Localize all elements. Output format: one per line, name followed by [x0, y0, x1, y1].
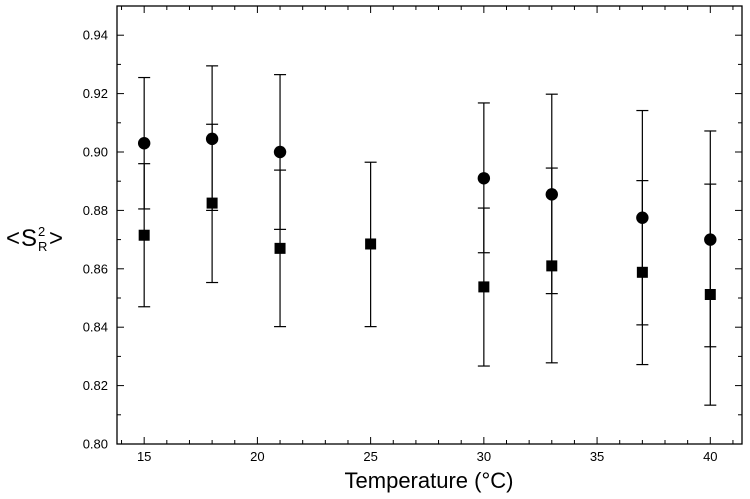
data-point-circle [137, 137, 151, 150]
y-axis-label-symbol: S [21, 225, 37, 252]
y-axis-label-subscript: R [38, 239, 47, 254]
x-axis-label: Temperature (°C) [345, 468, 514, 493]
y-axis-label-superscript: 2 [38, 224, 45, 239]
series-circle [137, 65, 717, 348]
x-tick-label: 15 [137, 449, 151, 464]
y-tick-label: 0.94 [83, 28, 108, 43]
data-point-square [365, 238, 377, 250]
y-axis-label-close: > [49, 225, 63, 252]
x-tick-label: 30 [477, 449, 491, 464]
y-tick-label: 0.86 [83, 261, 108, 276]
y-tick-label: 0.90 [83, 145, 108, 160]
data-point-square [274, 242, 286, 254]
y-tick-label: 0.84 [83, 320, 108, 335]
data-point-square [138, 229, 150, 241]
axes: 15 20 25 30 35 40 0.80 0.82 0.84 0.86 0.88 0.90 0.92… [83, 5, 742, 464]
plot-frame [116, 5, 743, 445]
data-point-square [206, 197, 218, 209]
data-point-square [636, 266, 648, 278]
x-tick-label: 25 [363, 449, 377, 464]
x-tick-label: 35 [590, 449, 604, 464]
y-axis-label-open: < [6, 225, 20, 252]
x-tick-label: 40 [703, 449, 717, 464]
data-point-square [478, 281, 490, 293]
data-layer [137, 65, 717, 406]
data-point-square [546, 260, 558, 272]
x-tick-label: 20 [250, 449, 264, 464]
y-tick-label: 0.88 [83, 203, 108, 218]
y-tick-label: 0.82 [83, 378, 108, 393]
y-axis-label: < S 2 R > [6, 224, 63, 254]
data-point-square [704, 288, 716, 300]
y-tick-label: 0.92 [83, 86, 108, 101]
data-point-circle [477, 172, 491, 185]
series-square [138, 123, 717, 406]
data-point-circle [273, 145, 287, 159]
y-tick-label: 0.80 [83, 437, 108, 452]
